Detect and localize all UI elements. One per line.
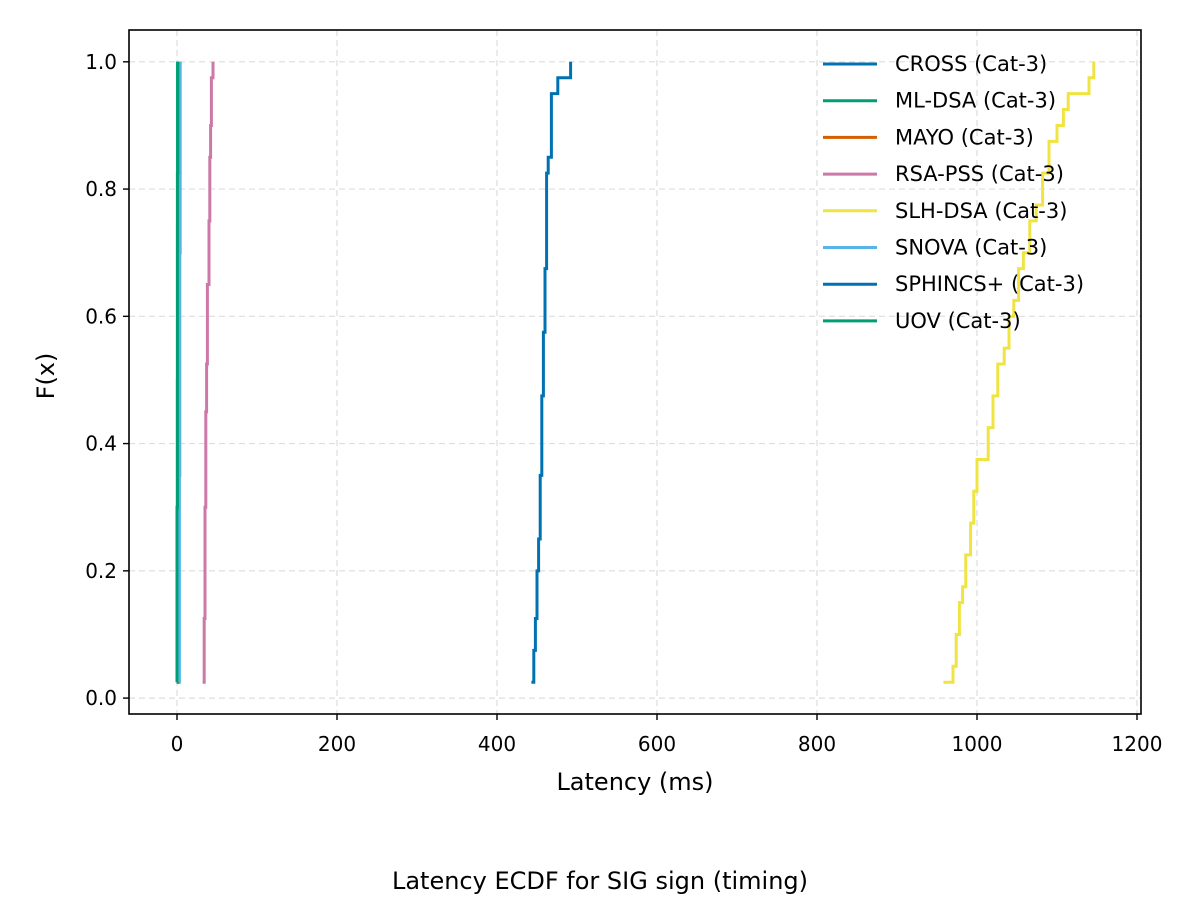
legend-label: MAYO (Cat-3) — [895, 125, 1034, 149]
y-tick-label: 0.8 — [85, 177, 117, 201]
legend-label: SPHINCS+ (Cat-3) — [895, 272, 1084, 296]
legend-label: ML-DSA (Cat-3) — [895, 89, 1056, 113]
y-tick-label: 0.4 — [85, 432, 117, 456]
figure-caption: Latency ECDF for SIG sign (timing) — [392, 867, 808, 895]
legend: CROSS (Cat-3) ML-DSA (Cat-3) MAYO (Cat-3) R… — [823, 52, 1084, 333]
y-axis-label: F(x) — [32, 353, 60, 400]
x-tick-label: 600 — [638, 732, 676, 756]
plot-frame — [128, 29, 1142, 715]
y-tick-label: 0.0 — [85, 686, 117, 710]
y-tick-label: 1.0 — [85, 50, 117, 74]
series-line-uov-cat-3 — [175, 61, 180, 684]
x-axis-label: Latency (ms) — [556, 768, 713, 796]
grid — [129, 30, 1141, 714]
x-axis: 0 200 400 600 800 1000 1200 — [171, 714, 1163, 756]
series-line-slh-dsa-cat-3 — [943, 61, 1096, 684]
y-tick-label: 0.2 — [85, 559, 117, 583]
x-tick-label: 1000 — [952, 732, 1003, 756]
legend-label: UOV (Cat-3) — [895, 309, 1021, 333]
legend-label: SLH-DSA (Cat-3) — [895, 199, 1067, 223]
legend-label: CROSS (Cat-3) — [895, 52, 1047, 76]
y-tick-label: 0.6 — [85, 304, 117, 328]
x-tick-label: 1200 — [1112, 732, 1163, 756]
x-tick-label: 200 — [318, 732, 356, 756]
x-tick-label: 400 — [478, 732, 516, 756]
series-line-snova-cat-3 — [177, 61, 182, 684]
y-axis: 0.0 0.2 0.4 0.6 0.8 1.0 — [85, 50, 129, 710]
series-line-sphincs-cat-3 — [531, 61, 573, 684]
legend-label: SNOVA (Cat-3) — [895, 236, 1047, 260]
legend-label: RSA-PSS (Cat-3) — [895, 162, 1064, 186]
x-tick-label: 800 — [798, 732, 836, 756]
series-line-rsa-pss-cat-3 — [202, 61, 215, 684]
x-tick-label: 0 — [171, 732, 184, 756]
series-layer — [175, 61, 1096, 684]
